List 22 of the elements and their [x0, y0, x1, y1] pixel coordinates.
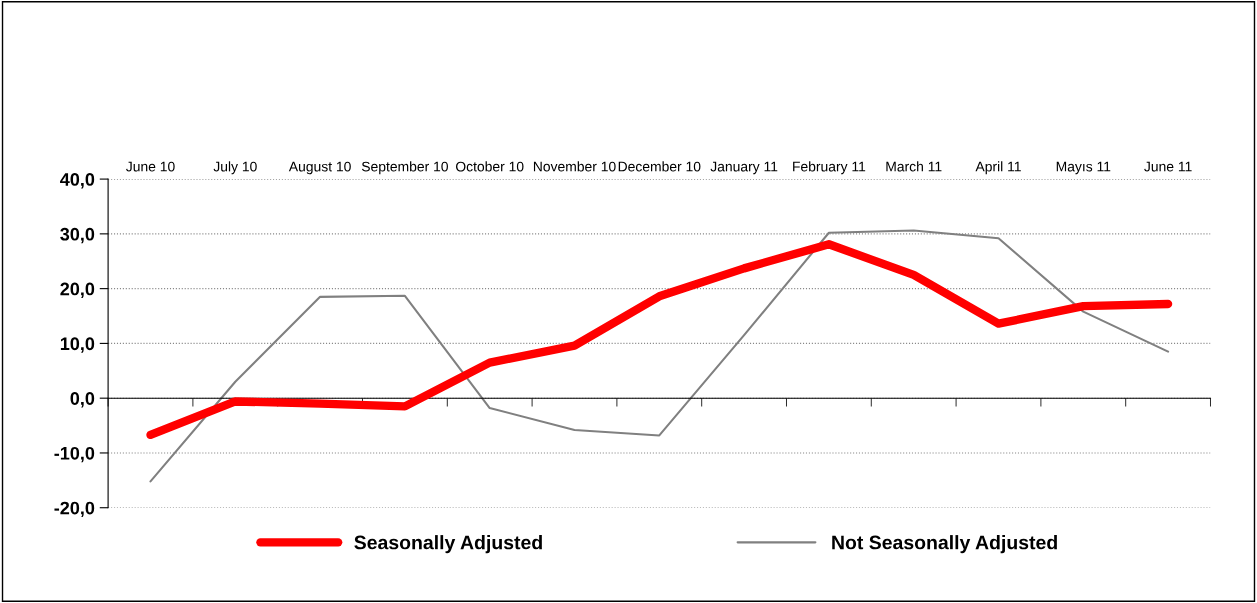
x-tick-label: April 11: [975, 161, 1021, 175]
x-tick-label: September 10: [361, 161, 448, 175]
x-tick-label: October 10: [456, 161, 524, 172]
y-tick-label: 20,0: [60, 282, 95, 298]
legend-label: Not Seasonally Adjusted: [832, 535, 1057, 554]
y-tick-label: -20,0: [54, 501, 95, 518]
y-tick-label: 30,0: [60, 227, 95, 244]
x-tick-label: November 10: [533, 161, 616, 172]
y-tick-label: 0,0: [70, 392, 95, 408]
x-tick-label: March 11: [886, 161, 942, 172]
x-tick-label: February 11: [793, 161, 866, 175]
x-tick-label: June 11: [1144, 161, 1192, 172]
x-tick-label: Mayıs 11: [1056, 161, 1111, 175]
x-tick-label: June 10: [126, 161, 175, 172]
x-tick-label: January 11: [710, 161, 778, 175]
x-tick-label: August 10: [288, 161, 351, 175]
x-tick-label: July 10: [213, 161, 257, 175]
y-tick-label: 40,0: [60, 173, 95, 189]
y-tick-label: -10,0: [54, 446, 95, 463]
y-tick-label: 10,0: [60, 337, 95, 353]
x-tick-label: December 10: [618, 161, 701, 172]
legend-label: Seasonally Adjusted: [354, 535, 542, 554]
